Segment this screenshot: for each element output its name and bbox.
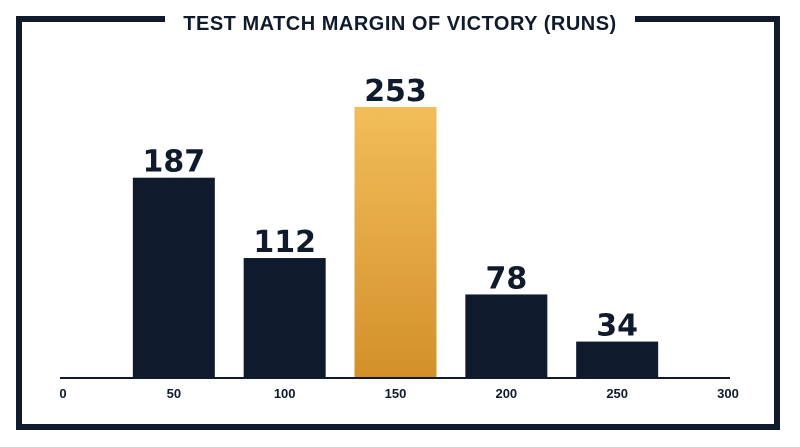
x-tick-50: 50	[167, 386, 181, 401]
data-label-150: 253	[364, 74, 427, 109]
x-tick-300: 300	[717, 386, 739, 401]
bar-100	[243, 258, 326, 378]
bar-250	[576, 341, 659, 378]
bar-50	[132, 177, 215, 378]
data-label-200: 78	[485, 261, 527, 296]
x-tick-150: 150	[385, 386, 407, 401]
chart-title-wrap: TEST MATCH MARGIN OF VICTORY (RUNS)	[0, 6, 800, 42]
x-tick-100: 100	[274, 386, 296, 401]
x-tick-200: 200	[495, 386, 517, 401]
data-label-250: 34	[596, 309, 638, 344]
bar-150	[354, 107, 437, 378]
chart-title: TEST MATCH MARGIN OF VICTORY (RUNS)	[165, 6, 635, 42]
x-tick-0: 0	[59, 386, 66, 401]
data-label-50: 187	[143, 145, 206, 180]
x-tick-250: 250	[606, 386, 628, 401]
data-label-100: 112	[253, 225, 316, 260]
bar-200	[465, 294, 548, 378]
